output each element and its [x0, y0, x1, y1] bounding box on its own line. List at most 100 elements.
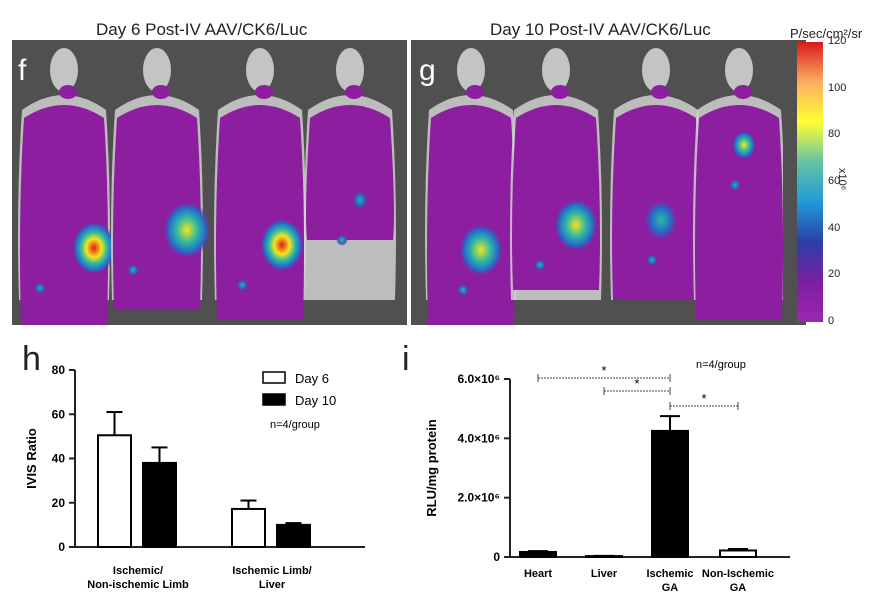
panel-i-letter: i: [402, 340, 410, 378]
mouse-signal: [695, 105, 783, 320]
sample-size-annotation: n=4/group: [270, 419, 320, 431]
mouse-signal: [216, 105, 304, 320]
panel-f-letter: f: [18, 54, 27, 87]
panel-g-mice-svg: [425, 48, 785, 325]
mouse-head: [457, 48, 485, 92]
mouse: [693, 48, 785, 320]
bar: [97, 434, 132, 548]
limb-hotspot: [732, 130, 756, 160]
panel-g-title: Day 10 Post-IV AAV/CK6/Luc: [490, 20, 711, 39]
legend-label: Day 10: [295, 393, 336, 408]
category-label: Non-ischemic Limb: [87, 579, 189, 591]
category-label: Heart: [524, 568, 552, 580]
limb-hotspot: [163, 201, 211, 259]
panel-f-mice-svg: [18, 48, 396, 325]
panel-f-title: Day 6 Post-IV AAV/CK6/Luc: [96, 20, 308, 39]
colorbar-tick-label: 60: [828, 175, 841, 187]
mouse: [610, 48, 702, 300]
y-tick-label: 2.0×10⁶: [457, 491, 500, 505]
significance-star: *: [701, 391, 706, 406]
category-label: Ischemic Limb/: [232, 565, 311, 577]
head-signal: [551, 85, 569, 99]
y-axis-label: RLU/mg protein: [424, 419, 439, 517]
bar: [651, 429, 689, 558]
limb-hotspot: [72, 221, 116, 275]
category-label: GA: [662, 582, 679, 594]
head-signal: [734, 85, 752, 99]
mouse-head: [336, 48, 364, 92]
mouse: [304, 48, 396, 300]
category-label: GA: [730, 582, 747, 594]
bar: [276, 523, 311, 548]
panel-g-letter: g: [419, 54, 436, 87]
significance-star: *: [601, 363, 606, 378]
panel-f-image: f: [12, 40, 407, 325]
mouse-signal: [20, 105, 108, 325]
y-tick-label: 20: [52, 496, 66, 510]
chart-i-svg: 0 2.0×10⁶ 4.0×10⁶ 6.0×10⁶ RLU/mg protein Hear…: [424, 360, 790, 594]
mouse: [214, 48, 306, 320]
limb-hotspot: [352, 190, 368, 210]
bar: [231, 507, 266, 549]
panel-g-image: g: [411, 40, 806, 325]
secondary-spot: [34, 282, 46, 294]
mouse: [425, 48, 517, 325]
limb-hotspot: [459, 223, 503, 277]
category-label: Liver: [259, 579, 286, 591]
category-label: Ischemic/: [113, 565, 163, 577]
mouse-signal: [306, 105, 394, 240]
mouse-head: [642, 48, 670, 92]
secondary-spot: [336, 234, 348, 246]
significance-star: *: [634, 376, 639, 391]
mouse: [18, 48, 116, 325]
mouse-head: [50, 48, 78, 92]
legend-swatch: [262, 371, 286, 384]
y-tick-label: 0: [493, 550, 500, 564]
secondary-spot: [534, 259, 546, 271]
mouse-head: [542, 48, 570, 92]
bar: [142, 461, 177, 548]
legend-label: Day 6: [295, 371, 329, 386]
panel-h-letter: h: [22, 340, 41, 378]
sample-size-annotation: n=4/group: [696, 360, 746, 371]
colorbar-exponent: x10⁶: [836, 168, 848, 191]
bar: [519, 550, 557, 558]
colorbar-unit: P/sec/cm²/sr: [790, 26, 863, 41]
bar: [719, 549, 757, 558]
head-signal: [152, 85, 170, 99]
limb-hotspot: [554, 198, 598, 252]
category-label: Liver: [591, 568, 618, 580]
colorbar-gradient: [797, 42, 823, 322]
colorbar-tick-label: 0: [828, 315, 835, 327]
chart-h-svg: 0 20 40 60 80 IVIS Ratio Ischemic/Non-ischemic…: [24, 363, 365, 591]
mouse-signal: [113, 105, 201, 310]
head-signal: [345, 85, 363, 99]
mouse-signal: [427, 105, 515, 325]
secondary-spot: [236, 279, 249, 291]
colorbar-tick-label: 80: [828, 128, 841, 141]
colorbar-tick-label: 20: [828, 268, 841, 281]
secondary-spot: [457, 284, 469, 296]
colorbar-tick-label: 40: [828, 221, 841, 234]
y-axis-label: IVIS Ratio: [24, 428, 39, 489]
category-label: Non-Ischemic: [702, 568, 774, 580]
mouse-head: [725, 48, 753, 92]
mouse-head: [143, 48, 171, 92]
head-signal: [466, 85, 484, 99]
secondary-spot: [729, 179, 741, 191]
y-tick-label: 0: [58, 540, 65, 554]
y-tick-label: 80: [52, 363, 66, 377]
mouse-head: [246, 48, 274, 92]
mouse-signal: [512, 105, 600, 290]
mouse: [111, 48, 211, 310]
colorbar-rect: [797, 42, 823, 322]
y-tick-label: 6.0×10⁶: [457, 372, 500, 386]
head-signal: [59, 85, 77, 99]
secondary-spot: [127, 264, 139, 276]
colorbar-tick-label: 100: [828, 81, 847, 94]
colorbar-tick-label: 120: [828, 35, 847, 47]
category-label: Ischemic: [646, 568, 693, 580]
y-tick-label: 60: [52, 407, 66, 421]
limb-hotspot: [643, 198, 679, 242]
limb-hotspot: [260, 218, 304, 272]
